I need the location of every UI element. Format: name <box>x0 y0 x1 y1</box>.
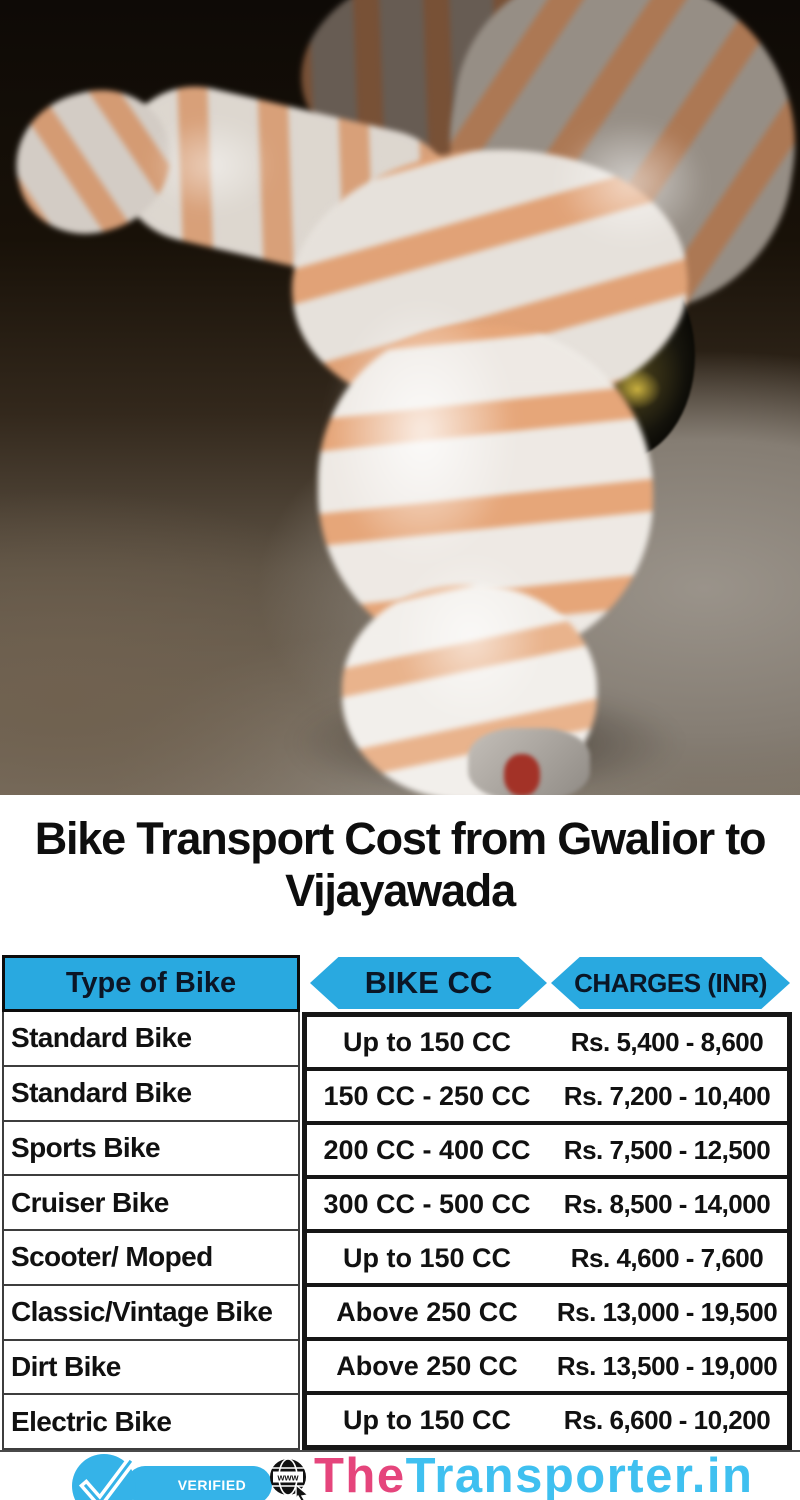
column-header-charges: CHARGES (INR) <box>551 957 790 1009</box>
bike-photo <box>0 0 800 795</box>
table-row: Up to 150 CC Rs. 6,600 - 10,200 <box>307 1395 787 1445</box>
cc-and-charges-columns: BIKE CC CHARGES (INR) Up to 150 CC Rs. 5… <box>302 955 792 1450</box>
plastic-sheen <box>148 118 273 213</box>
cc-value: 200 CC - 400 CC <box>323 1134 531 1165</box>
table-row: Dirt Bike <box>2 1340 300 1396</box>
table-row: Classic/Vintage Bike <box>2 1285 300 1341</box>
page-title-line1: Bike Transport Cost from Gwalior to <box>34 813 767 864</box>
table-row: Standard Bike <box>2 1012 300 1067</box>
cc-value: Up to 150 CC <box>342 1242 512 1273</box>
charges-value: Rs. 13,500 - 19,000 <box>556 1350 778 1381</box>
cc-value: Above 250 CC <box>336 1296 518 1327</box>
charges-value: Rs. 8,500 - 14,000 <box>563 1188 771 1219</box>
brand-logo-transporter: Transporter.in <box>405 1450 754 1500</box>
page-title-line2: Vijayawada <box>285 865 516 916</box>
table-row: Above 250 CC Rs. 13,500 - 19,000 <box>307 1341 787 1395</box>
charges-value: Rs. 6,600 - 10,200 <box>563 1404 771 1435</box>
cc-value: Above 250 CC <box>336 1350 518 1381</box>
table-row: 200 CC - 400 CC Rs. 7,500 - 12,500 <box>307 1125 787 1179</box>
table-row: Electric Bike <box>2 1395 300 1450</box>
cc-value: Up to 150 CC <box>342 1026 512 1057</box>
pricing-table: Type of Bike Standard Bike Standard Bike… <box>0 955 800 1450</box>
brand-logo-the: The <box>314 1450 406 1500</box>
plastic-sheen <box>555 120 705 245</box>
cursor-arrow-icon <box>295 1483 310 1500</box>
charges-value: Rs. 4,600 - 7,600 <box>570 1242 764 1273</box>
charges-value: Rs. 13,000 - 19,500 <box>556 1296 778 1327</box>
plastic-sheen <box>330 300 515 565</box>
cc-value: 300 CC - 500 CC <box>323 1188 531 1219</box>
table-row: 300 CC - 500 CC Rs. 8,500 - 14,000 <box>307 1179 787 1233</box>
page-title: Bike Transport Cost from Gwalior to Vija… <box>0 813 800 917</box>
reflector-shape <box>504 754 540 795</box>
plastic-sheen <box>398 555 543 720</box>
charges-value: Rs. 7,200 - 10,400 <box>563 1080 771 1111</box>
table-row: Up to 150 CC Rs. 4,600 - 7,600 <box>307 1233 787 1287</box>
brand-logo: TheTransporter.in <box>314 1450 754 1500</box>
table-row: 150 CC - 250 CC Rs. 7,200 - 10,400 <box>307 1071 787 1125</box>
table-row: Sports Bike <box>2 1121 300 1177</box>
cc-value: Up to 150 CC <box>342 1404 512 1435</box>
table-row: Above 250 CC Rs. 13,000 - 19,500 <box>307 1287 787 1341</box>
hexagon-header-row: BIKE CC CHARGES (INR) <box>302 955 792 1012</box>
column-header-type-of-bike: Type of Bike <box>2 955 300 1012</box>
table-row: Cruiser Bike <box>2 1176 300 1231</box>
verified-badge: VERIFIED <box>72 1454 292 1500</box>
cc-charges-grid: Up to 150 CC Rs. 5,400 - 8,600 150 CC - … <box>302 1012 792 1450</box>
table-row: Scooter/ Moped <box>2 1231 300 1286</box>
column-header-bike-cc: BIKE CC <box>310 957 547 1009</box>
verified-label: VERIFIED <box>126 1466 272 1500</box>
charges-value: Rs. 7,500 - 12,500 <box>563 1134 771 1165</box>
cc-value: 150 CC - 250 CC <box>323 1080 531 1111</box>
www-globe-icon: www <box>270 1458 310 1500</box>
charges-value: Rs. 5,400 - 8,600 <box>570 1026 764 1057</box>
check-icon <box>78 1455 137 1500</box>
table-row: Standard Bike <box>2 1066 300 1122</box>
globe-www-label: www <box>276 1473 299 1483</box>
footer: VERIFIED www TheTransporter.in <box>0 1450 800 1500</box>
bike-type-column: Type of Bike Standard Bike Standard Bike… <box>2 955 300 1450</box>
table-row: Up to 150 CC Rs. 5,400 - 8,600 <box>307 1017 787 1071</box>
